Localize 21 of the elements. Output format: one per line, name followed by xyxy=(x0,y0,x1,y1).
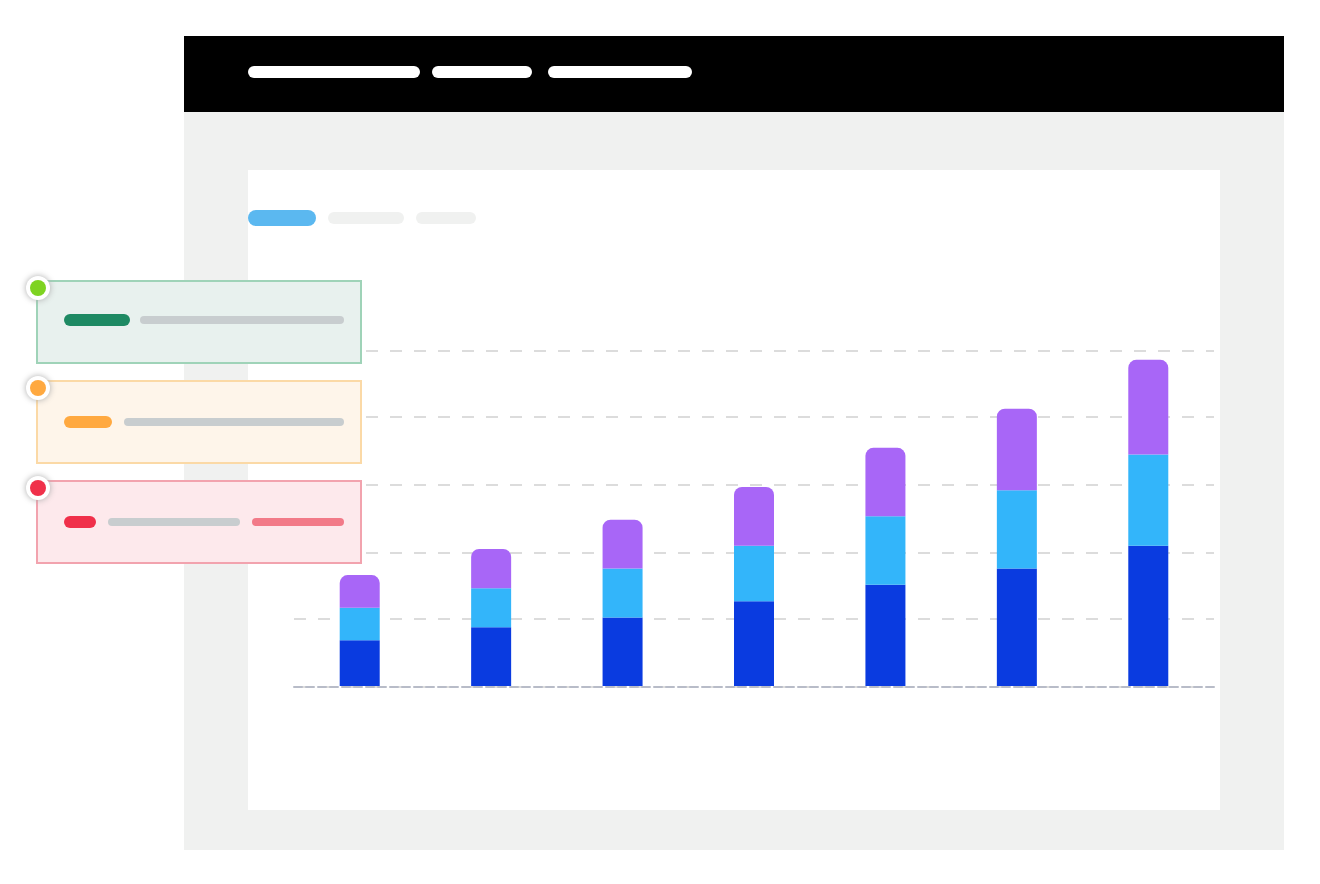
bar xyxy=(471,588,512,628)
bar xyxy=(471,548,512,589)
bar xyxy=(339,640,380,686)
bar xyxy=(865,584,906,686)
bar xyxy=(996,568,1037,686)
bar xyxy=(734,601,774,686)
bar xyxy=(602,568,643,618)
bar xyxy=(339,575,380,608)
bar xyxy=(734,545,774,602)
bar xyxy=(734,487,774,546)
bar xyxy=(865,516,906,585)
bar xyxy=(996,408,1037,491)
bar xyxy=(471,627,512,686)
bar xyxy=(865,447,906,517)
bar xyxy=(1128,359,1169,455)
bar xyxy=(1128,454,1169,546)
bar xyxy=(1128,545,1169,686)
bar xyxy=(996,490,1037,569)
bar xyxy=(602,519,643,569)
bar xyxy=(602,617,643,686)
bar xyxy=(339,607,380,641)
